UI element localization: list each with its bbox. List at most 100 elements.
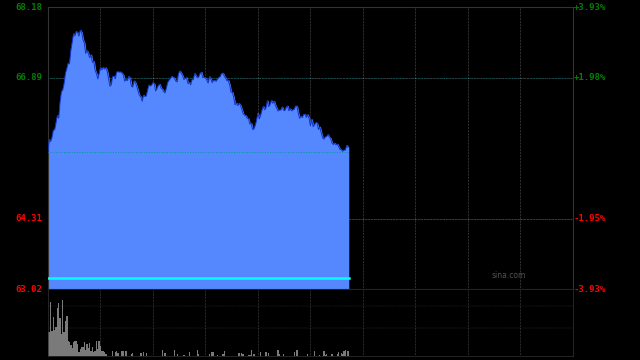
- Bar: [58, 302, 60, 356]
- Bar: [211, 352, 213, 356]
- Bar: [99, 341, 100, 356]
- Bar: [50, 302, 51, 356]
- Bar: [96, 341, 97, 356]
- Bar: [72, 348, 73, 356]
- Bar: [319, 355, 321, 356]
- Bar: [69, 342, 70, 356]
- Bar: [277, 351, 279, 356]
- Text: 68.18: 68.18: [15, 3, 42, 12]
- Text: 64.31: 64.31: [15, 214, 42, 223]
- Bar: [93, 352, 95, 356]
- Bar: [239, 353, 240, 356]
- Bar: [348, 351, 349, 356]
- Bar: [132, 352, 134, 356]
- Bar: [83, 347, 84, 356]
- Bar: [122, 351, 123, 356]
- Bar: [131, 354, 132, 356]
- Bar: [250, 350, 252, 356]
- Bar: [51, 331, 52, 356]
- Bar: [268, 353, 269, 356]
- Bar: [52, 317, 54, 356]
- Text: sina.com: sina.com: [492, 271, 526, 280]
- Bar: [143, 352, 144, 356]
- Bar: [97, 349, 99, 356]
- Bar: [54, 330, 56, 356]
- Bar: [125, 351, 127, 356]
- Bar: [344, 351, 345, 356]
- Bar: [77, 343, 78, 356]
- Bar: [283, 354, 284, 356]
- Bar: [307, 354, 308, 356]
- Bar: [332, 354, 333, 356]
- Text: +1.98%: +1.98%: [574, 73, 606, 82]
- Bar: [323, 351, 324, 356]
- Bar: [60, 318, 61, 356]
- Bar: [115, 352, 116, 356]
- Bar: [81, 347, 83, 356]
- Bar: [198, 354, 200, 356]
- Bar: [104, 352, 105, 356]
- Text: 63.02: 63.02: [15, 285, 42, 294]
- Bar: [145, 353, 147, 356]
- Bar: [67, 341, 69, 356]
- Bar: [57, 309, 58, 356]
- Bar: [65, 321, 66, 356]
- Bar: [92, 347, 93, 356]
- Bar: [95, 351, 96, 356]
- Bar: [73, 342, 74, 356]
- Bar: [294, 352, 295, 356]
- Bar: [90, 351, 92, 356]
- Bar: [112, 351, 113, 356]
- Bar: [56, 327, 57, 356]
- Bar: [209, 354, 210, 356]
- Bar: [100, 346, 101, 356]
- Bar: [174, 350, 175, 356]
- Bar: [260, 352, 261, 356]
- Bar: [63, 332, 65, 356]
- Bar: [196, 350, 198, 356]
- Bar: [296, 350, 298, 356]
- Bar: [326, 354, 327, 356]
- Bar: [248, 355, 249, 356]
- Bar: [183, 355, 184, 356]
- Bar: [340, 353, 342, 356]
- Bar: [337, 354, 338, 356]
- Bar: [162, 350, 163, 356]
- Bar: [79, 350, 81, 356]
- Bar: [324, 355, 326, 356]
- Bar: [49, 332, 50, 356]
- Bar: [345, 350, 346, 356]
- Bar: [279, 354, 280, 356]
- Bar: [249, 355, 250, 356]
- Bar: [86, 344, 88, 356]
- Bar: [342, 354, 344, 356]
- Bar: [266, 352, 267, 356]
- Bar: [223, 351, 225, 356]
- Bar: [338, 352, 339, 356]
- Bar: [62, 301, 63, 356]
- Bar: [78, 352, 79, 356]
- Text: 66.89: 66.89: [15, 73, 42, 82]
- Bar: [243, 354, 244, 356]
- Bar: [140, 353, 141, 356]
- Bar: [88, 348, 89, 356]
- Bar: [222, 354, 223, 356]
- Bar: [117, 353, 118, 356]
- Text: +3.93%: +3.93%: [574, 3, 606, 12]
- Bar: [74, 341, 76, 356]
- Bar: [105, 354, 106, 356]
- Bar: [102, 351, 104, 356]
- Bar: [85, 350, 86, 356]
- Bar: [70, 345, 72, 356]
- Bar: [213, 352, 214, 356]
- Bar: [89, 343, 90, 356]
- Bar: [314, 351, 315, 356]
- Bar: [189, 352, 190, 356]
- Bar: [47, 332, 49, 356]
- Bar: [116, 351, 117, 356]
- Bar: [84, 342, 85, 356]
- Bar: [241, 354, 243, 356]
- Text: -1.95%: -1.95%: [574, 214, 606, 223]
- Bar: [66, 316, 67, 356]
- Text: -3.93%: -3.93%: [574, 285, 606, 294]
